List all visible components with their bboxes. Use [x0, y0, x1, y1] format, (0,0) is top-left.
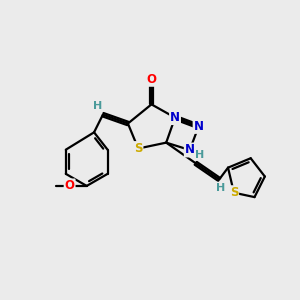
- Text: H: H: [195, 150, 205, 160]
- Text: H: H: [216, 183, 225, 193]
- Text: H: H: [93, 101, 102, 111]
- Text: S: S: [134, 142, 142, 155]
- Text: O: O: [146, 73, 157, 86]
- Text: N: N: [185, 143, 195, 157]
- Text: N: N: [170, 111, 180, 124]
- Text: S: S: [230, 186, 238, 199]
- Text: O: O: [64, 179, 75, 192]
- Text: N: N: [194, 120, 204, 133]
